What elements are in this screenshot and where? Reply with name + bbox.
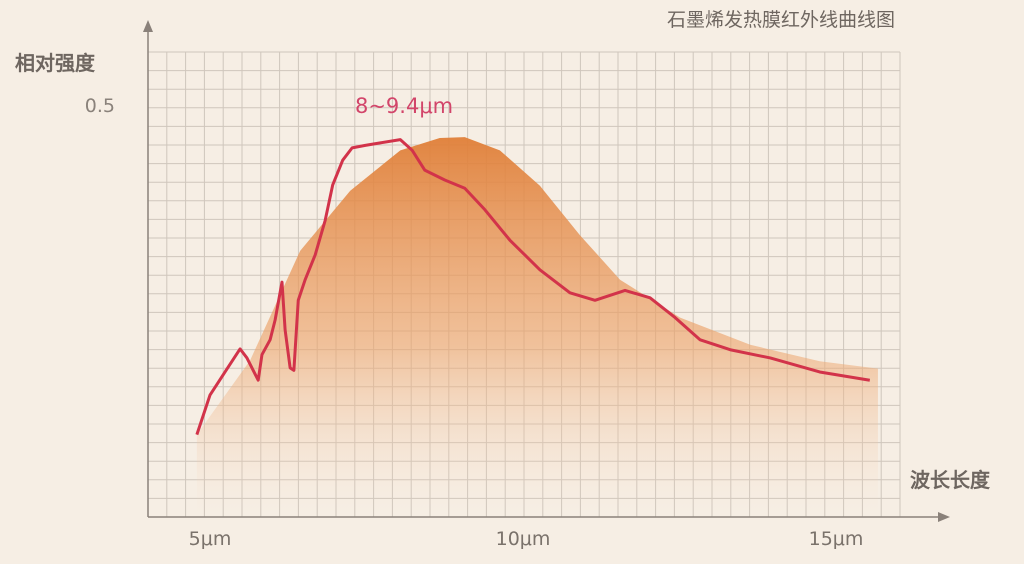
chart-title: 石墨烯发热膜红外线曲线图 xyxy=(667,9,895,31)
x-tick-label: 10μm xyxy=(496,528,551,550)
y-tick-label: 0.5 xyxy=(85,95,115,117)
x-axis-arrow-icon xyxy=(938,512,950,522)
x-tick-label: 15μm xyxy=(809,528,864,550)
y-axis-arrow-icon xyxy=(143,20,153,32)
y-axis-label: 相对强度 xyxy=(15,51,96,75)
x-tick-label: 5μm xyxy=(189,528,232,550)
area-series xyxy=(196,137,878,518)
peak-annotation: 8~9.4μm xyxy=(355,94,453,118)
line-series xyxy=(195,138,871,436)
x-axis-label: 波长长度 xyxy=(910,468,991,492)
